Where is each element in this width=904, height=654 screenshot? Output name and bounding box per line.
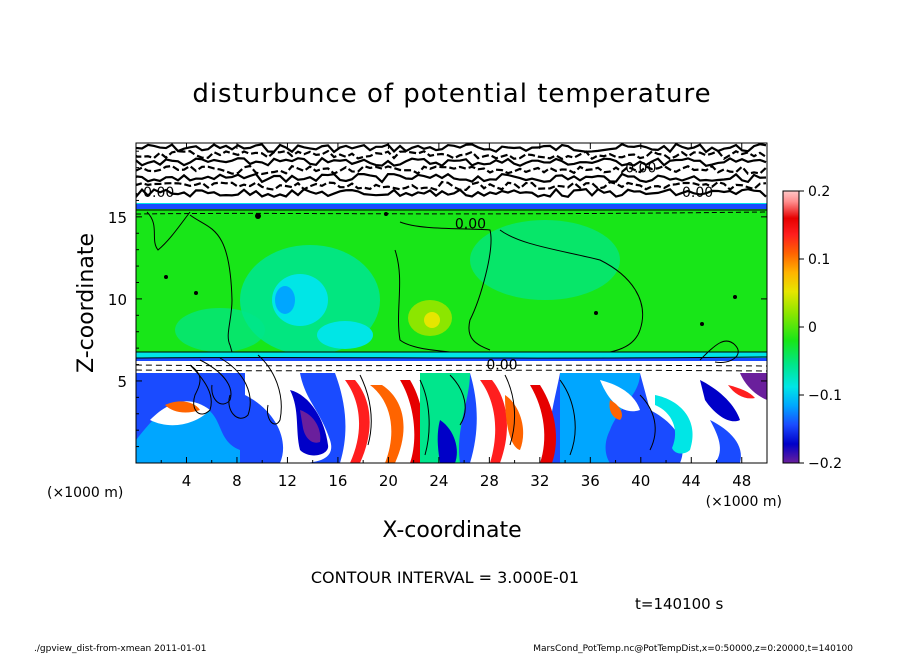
footer-right: MarsCond_PotTemp.nc@PotTempDist,x=0:5000…	[533, 644, 853, 654]
neg-patch-right	[470, 220, 620, 300]
x-unit-label: (×1000 m)	[706, 494, 782, 510]
x-tick-label: 4	[182, 472, 192, 490]
colorbar-tick-label: 0.2	[808, 184, 830, 200]
contour-labels: 0.00 0.00 0.00 0.00 0.00	[143, 161, 713, 374]
contour-label: 0.00	[143, 185, 174, 201]
plot-frame	[135, 142, 768, 464]
contour-lines	[136, 209, 767, 456]
x-tick-label: 8	[232, 472, 242, 490]
x-tick-label: 28	[480, 472, 499, 490]
x-tick-label: 20	[379, 472, 398, 490]
plot-field: 0.00 0.00 0.00 0.00 0.00	[136, 143, 767, 463]
z-unit-label: (×1000 m)	[47, 485, 123, 501]
inversion-stripe-cyan	[136, 352, 767, 360]
colorbar	[782, 190, 800, 464]
upper-contour	[136, 149, 767, 161]
upper-contour	[136, 143, 767, 154]
colorbar-tick-label: −0.2	[808, 456, 842, 472]
contour-label: 0.00	[682, 185, 713, 201]
inversion-stripe-blue	[136, 358, 767, 361]
chart-title: disturbunce of potential temperature	[192, 79, 711, 109]
x-axis: 4 8 12 16 20 24 28 32 36 40 44 48	[160, 143, 751, 490]
x-tick-label: 16	[328, 472, 347, 490]
contour-label: 0.00	[486, 357, 517, 373]
y-axis-label: Z-coordinate	[74, 233, 99, 373]
speckles	[164, 212, 737, 326]
x-tick-label: 24	[429, 472, 448, 490]
upper-contour	[136, 180, 767, 192]
neg-patch-low	[317, 321, 373, 349]
y-axis: 5 10 15	[108, 150, 767, 448]
contour-label: 0.00	[455, 216, 486, 232]
colorbar-tick-label: 0	[808, 320, 817, 336]
upper-contour	[136, 164, 767, 176]
x-tick-label: 12	[278, 472, 297, 490]
y-tick-label: 10	[108, 291, 127, 309]
inversion-band	[136, 361, 767, 373]
x-tick-label: 44	[682, 472, 701, 490]
x-tick-label: 36	[581, 472, 600, 490]
time-label: t=140100 s	[635, 595, 723, 613]
x-tick-label: 48	[732, 472, 751, 490]
x-tick-label: 40	[631, 472, 650, 490]
colorbar-ticks: 0.2 0.1 0 −0.1 −0.2	[799, 184, 842, 472]
upper-contour	[136, 156, 767, 168]
y-tick-label: 5	[117, 373, 127, 391]
top-blue-stripe	[136, 203, 767, 209]
pos-patch-mid-core	[424, 312, 440, 328]
colorbar-tick-label: 0.1	[808, 252, 830, 268]
y-tick-label: 15	[108, 209, 127, 227]
x-axis-label: X-coordinate	[382, 518, 521, 543]
upper-contours	[136, 143, 767, 199]
upper-contour	[136, 172, 767, 184]
colorbar-tick-label: −0.1	[808, 388, 842, 404]
neg-patch-left	[175, 308, 265, 352]
footer-left: ./gpview_dist-from-xmean 2011-01-01	[34, 644, 206, 654]
contour-interval: CONTOUR INTERVAL = 3.000E-01	[311, 568, 579, 587]
contour-label: 0.00	[625, 161, 656, 177]
lower-plumes	[136, 373, 767, 463]
upper-contour	[136, 187, 767, 199]
x-tick-label: 32	[530, 472, 549, 490]
neg-patch-center	[275, 286, 295, 314]
